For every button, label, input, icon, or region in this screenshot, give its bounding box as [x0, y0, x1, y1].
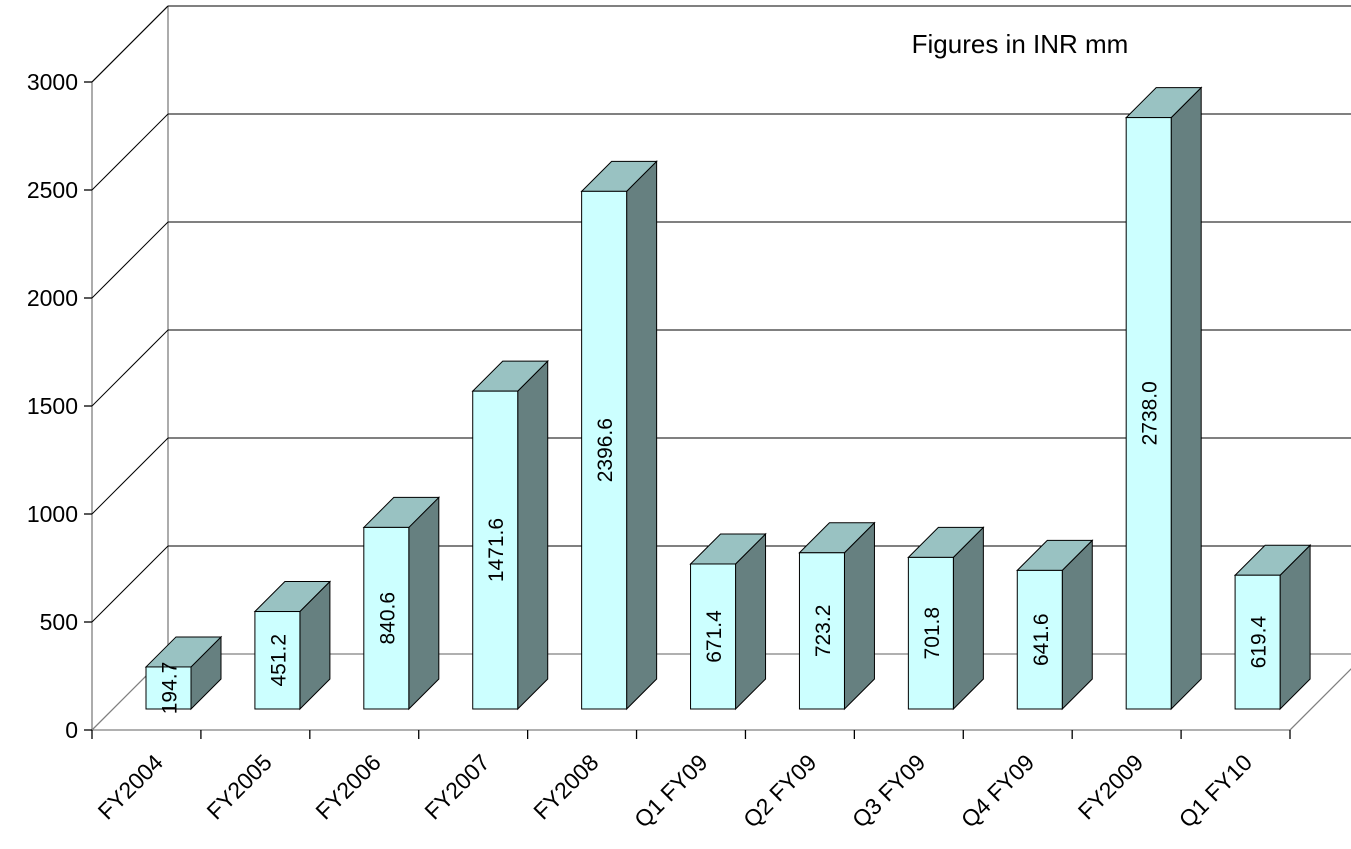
x-tick-label: Q2 FY09 — [738, 749, 821, 832]
x-tick-label: FY2009 — [1073, 749, 1148, 824]
x-tick-label: FY2006 — [310, 749, 385, 824]
bar-q1-fy09: 671.4 — [689, 532, 767, 711]
bar-front — [907, 556, 954, 710]
x-tick-label: FY2008 — [528, 749, 603, 824]
bar-value-label: 2738.0 — [1139, 381, 1162, 445]
bars: 194.7 451.2 840.6 1471.6 2396.6 671.4 723.2 701… — [144, 86, 1312, 715]
bar-fy2006: 840.6 — [362, 496, 441, 711]
y-tick-label: 1000 — [27, 501, 78, 527]
bar-fy2009: 2738.0 — [1124, 86, 1203, 711]
bar-side — [408, 496, 440, 711]
bar-front — [798, 552, 845, 710]
bar-side — [952, 526, 984, 711]
gridline-side — [91, 5, 169, 83]
floor — [90, 653, 1351, 731]
bar-front — [581, 190, 628, 710]
bar-front — [1125, 117, 1172, 710]
bar-value-label: 451.2 — [267, 634, 290, 687]
x-tick-label: FY2004 — [93, 749, 168, 824]
bar-fy2004: 194.7 — [144, 635, 223, 715]
y-tick-label: 500 — [40, 609, 78, 635]
bar-side — [626, 160, 658, 711]
y-tick-label: 2000 — [27, 285, 78, 311]
bar-front — [690, 563, 737, 710]
bar-value-label: 194.7 — [159, 662, 182, 715]
bar-side — [517, 359, 549, 711]
x-tick-label: Q4 FY09 — [956, 749, 1039, 832]
bar-side — [843, 521, 875, 711]
bar-front — [1234, 574, 1281, 710]
x-axis-tick-labels: FY2004 FY2005 FY2006 FY2007 FY2008 Q1 FY09 Q2 … — [93, 749, 1257, 833]
bar-value-label: 619.4 — [1248, 616, 1271, 669]
bar-value-label: 641.6 — [1030, 613, 1053, 666]
bar-value-label: 723.2 — [812, 605, 835, 658]
y-axis-ticks: 0 500 1000 1500 2000 2500 3000 — [27, 69, 1291, 743]
x-tick-label: Q1 FY10 — [1174, 749, 1257, 832]
y-tick-label: 0 — [65, 717, 78, 743]
bar-front — [145, 666, 192, 710]
gridline-side — [91, 545, 169, 623]
bar-side — [1170, 86, 1202, 711]
bar-fy2008: 2396.6 — [580, 160, 658, 711]
y-tick-label: 3000 — [27, 69, 78, 95]
bar-front — [472, 390, 519, 710]
bar-front — [363, 526, 410, 710]
y-tick-label: 2500 — [27, 177, 78, 203]
y-tick-label: 1500 — [27, 393, 78, 419]
x-tick-label: FY2007 — [419, 749, 494, 824]
bar-fy2005: 451.2 — [253, 580, 332, 711]
gridline-side — [91, 113, 169, 191]
gridline-side — [91, 437, 169, 515]
bar-fy2007: 1471.6 — [471, 359, 549, 711]
bar-side — [735, 532, 767, 711]
bar-value-label: 2396.6 — [594, 418, 617, 482]
bar-q2-fy09: 723.2 — [798, 521, 876, 711]
x-tick-label: Q3 FY09 — [847, 749, 930, 832]
bar-q4-fy09: 641.6 — [1016, 539, 1094, 711]
bar-value-label: 701.8 — [921, 607, 944, 660]
gridline-side — [91, 329, 169, 407]
gridline-side — [91, 221, 169, 299]
bar-value-label: 671.4 — [703, 610, 726, 663]
bar-value-label: 1471.6 — [485, 518, 508, 582]
x-tick-label: FY2005 — [202, 749, 277, 824]
bar-front — [254, 611, 301, 710]
bar-q3-fy09: 701.8 — [907, 526, 985, 711]
bar-front — [1016, 569, 1063, 710]
x-tick-label: Q1 FY09 — [629, 749, 712, 832]
units-note: Figures in INR mm — [912, 29, 1129, 59]
bar-q1-fy10: 619.4 — [1233, 544, 1312, 711]
bar-value-label: 840.6 — [376, 592, 399, 645]
